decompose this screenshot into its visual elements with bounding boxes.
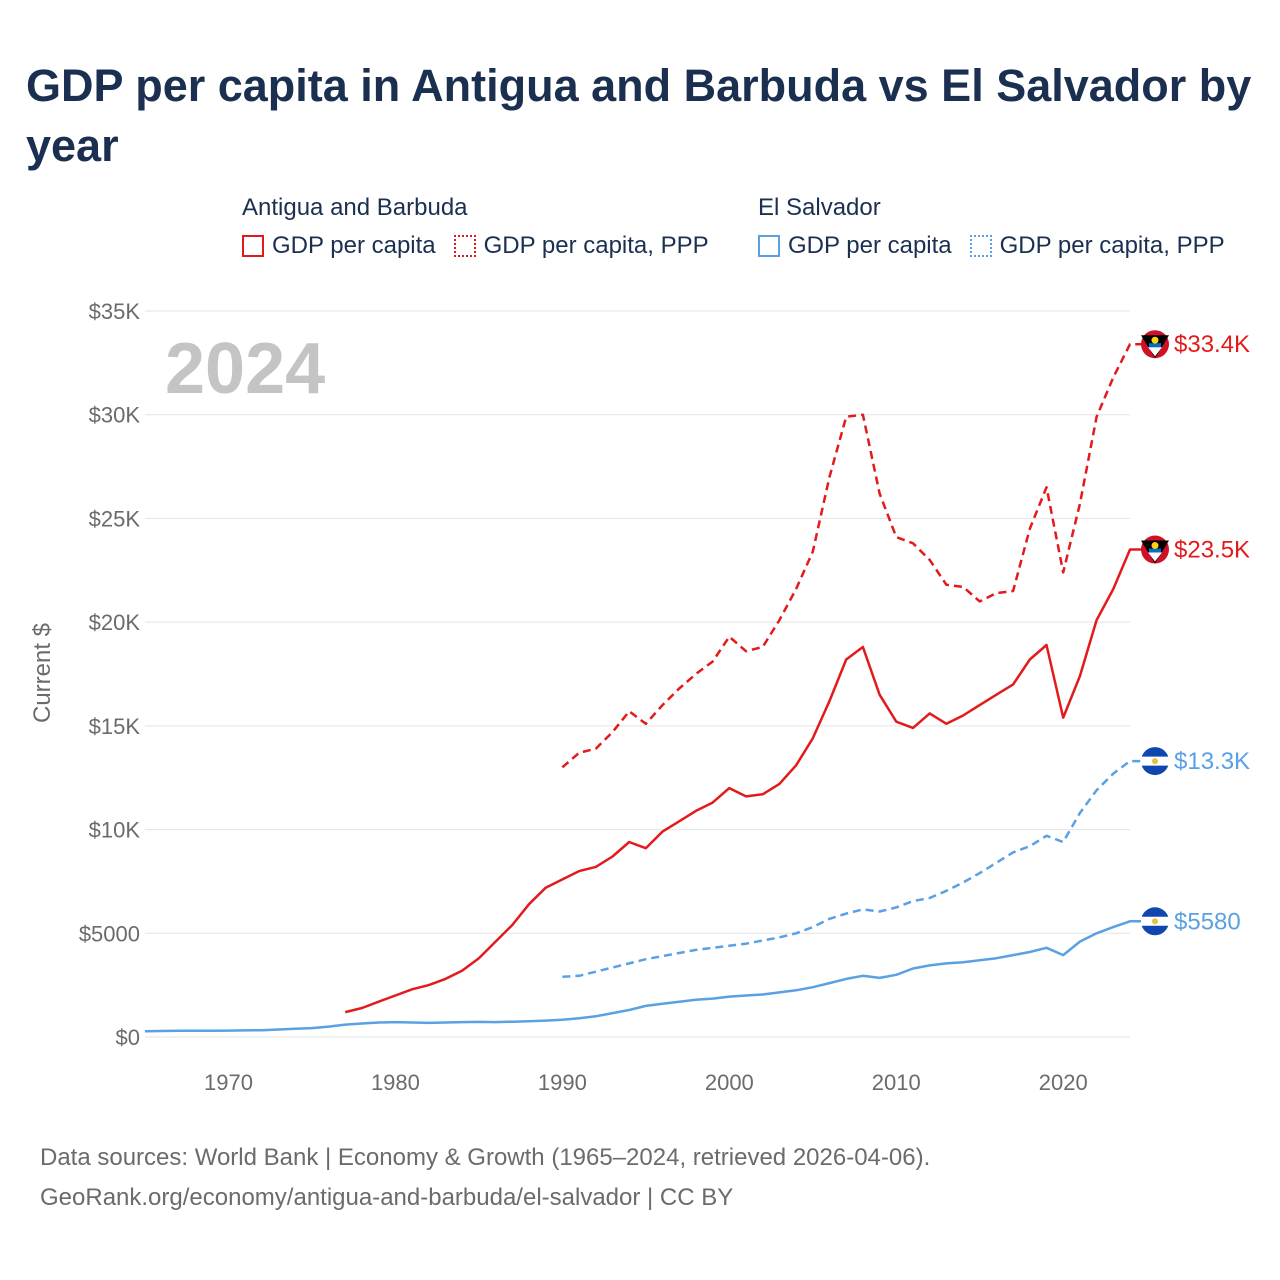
legend-label: GDP per capita [272, 232, 436, 259]
y-tick-label: $15K [89, 714, 141, 739]
end-marker [1141, 535, 1169, 564]
end-marker [1141, 747, 1169, 776]
footer-link[interactable]: GeoRank.org/economy/antigua-and-barbuda/… [40, 1184, 734, 1211]
y-tick-label: $10K [89, 818, 141, 843]
x-tick-label: 2000 [705, 1070, 754, 1095]
x-tick-label: 1990 [538, 1070, 587, 1095]
legend-swatch-dotted [969, 235, 992, 257]
y-tick-label: $30K [89, 403, 141, 428]
flag-white [1148, 347, 1162, 357]
legend-swatch-dotted [453, 235, 476, 257]
legend-label: GDP per capita [788, 232, 952, 259]
legend-swatch-solid [242, 235, 264, 257]
legend-entry-antigua-gdp[interactable]: GDP per capita [242, 232, 436, 260]
end-marker [1141, 330, 1169, 359]
y-axis-label: Current $ [29, 623, 56, 723]
legend-entry-el-salvador-gdp[interactable]: GDP per capita [758, 232, 952, 260]
x-tick-label: 2010 [872, 1070, 921, 1095]
flag-emblem [1152, 758, 1158, 765]
end-value-label: $23.5K [1174, 537, 1250, 564]
flag-white [1148, 552, 1162, 562]
y-tick-label: $0 [116, 1025, 140, 1050]
flag-band [1149, 548, 1161, 553]
legend-label: GDP per capita, PPP [999, 232, 1225, 259]
flag-sun [1151, 336, 1159, 344]
legend-entry-el-salvador-gdp-ppp[interactable]: GDP per capita, PPP [969, 232, 1225, 260]
footer: Data sources: World Bank | Economy & Gro… [40, 1138, 930, 1218]
series-line-gdp [144, 920, 1142, 1033]
x-tick-label: 2020 [1039, 1070, 1088, 1095]
legend-label: GDP per capita, PPP [483, 232, 709, 259]
footer-sources: Data sources: World Bank | Economy & Gro… [40, 1144, 931, 1171]
y-tick-label: $25K [89, 506, 141, 531]
line-chart: $0 $5000 $10K $15K $20K $25K $30K $35K 1970 1980 1… [29, 299, 1250, 1095]
flag-emblem [1152, 918, 1158, 925]
series-line-ppp [562, 759, 1142, 979]
y-tick-label: $5000 [79, 921, 140, 946]
end-value-label: $5580 [1174, 908, 1241, 935]
end-value-label: $13.3K [1174, 748, 1250, 775]
y-tick-label: $35K [89, 299, 141, 324]
x-tick-label: 1970 [204, 1070, 253, 1095]
flag-sun [1151, 542, 1159, 550]
chart-title: GDP per capita in Antigua and Barbuda vs… [26, 60, 1252, 171]
legend-entry-antigua-gdp-ppp[interactable]: GDP per capita, PPP [453, 232, 709, 260]
series-line-ppp [561, 342, 1142, 769]
y-tick-label: $20K [89, 610, 141, 635]
legend-group-name: Antigua and Barbuda [242, 194, 468, 221]
flag-band [1149, 343, 1161, 348]
legend-group-el-salvador: El Salvador GDP per capita GDP per capit… [758, 194, 1243, 260]
year-watermark: 2024 [165, 329, 325, 409]
legend-group-name: El Salvador [758, 194, 881, 221]
legend-swatch-solid [758, 235, 780, 257]
end-marker [1141, 907, 1169, 936]
series-line-gdp [345, 548, 1142, 1014]
end-value-label: $33.4K [1174, 331, 1250, 358]
legend-group-antigua: Antigua and Barbuda GDP per capita GDP p… [242, 194, 727, 260]
x-tick-label: 1980 [371, 1070, 420, 1095]
